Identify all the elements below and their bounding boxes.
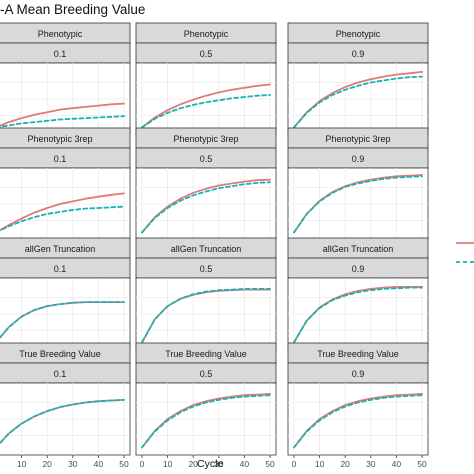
x-tick-label: 0 bbox=[140, 459, 145, 469]
series-solid-line bbox=[0, 102, 125, 127]
strip-row-label: allGen Truncation bbox=[25, 244, 96, 254]
strip-col-label: 0.9 bbox=[352, 369, 365, 379]
series-dashed-line bbox=[0, 301, 125, 340]
x-tick-label: 30 bbox=[366, 459, 376, 469]
chart-title: -A Mean Breeding Value bbox=[0, 2, 146, 17]
x-axis-label: Cycle bbox=[197, 458, 224, 470]
strip-col-label: 0.1 bbox=[54, 49, 67, 59]
x-tick-label: 40 bbox=[240, 459, 250, 469]
x-tick-label: 0 bbox=[292, 459, 297, 469]
x-tick-label: 50 bbox=[265, 459, 275, 469]
series-dashed-line bbox=[0, 399, 125, 445]
strip-row-label: True Breeding Value bbox=[317, 349, 399, 359]
strip-col-label: 0.9 bbox=[352, 264, 365, 274]
strip-row-label: allGen Truncation bbox=[323, 244, 394, 254]
x-tick-label: 50 bbox=[119, 459, 129, 469]
series-dashed-line bbox=[141, 181, 271, 234]
strip-col-label: 0.1 bbox=[54, 369, 67, 379]
series-dashed-line bbox=[141, 94, 271, 129]
strip-col-label: 0.9 bbox=[352, 154, 365, 164]
x-tick-label: 40 bbox=[94, 459, 104, 469]
x-tick-label: 50 bbox=[417, 459, 427, 469]
series-dashed-line bbox=[293, 286, 423, 344]
strip-col-label: 0.5 bbox=[200, 154, 213, 164]
series-solid-line bbox=[141, 83, 271, 129]
x-tick-label: 10 bbox=[315, 459, 325, 469]
series-solid-line bbox=[0, 192, 125, 232]
strip-row-label: Phenotypic 3rep bbox=[173, 134, 238, 144]
strip-row-label: Phenotypic bbox=[336, 29, 381, 39]
strip-row-label: True Breeding Value bbox=[19, 349, 101, 359]
series-dashed-line bbox=[0, 205, 125, 232]
x-tick-label: 40 bbox=[392, 459, 402, 469]
series-solid-line bbox=[141, 178, 271, 234]
series-solid-line bbox=[141, 393, 271, 449]
x-tick-label: 20 bbox=[42, 459, 52, 469]
strip-col-label: 0.9 bbox=[352, 49, 365, 59]
x-tick-label: 20 bbox=[188, 459, 198, 469]
strip-col-label: 0.5 bbox=[200, 49, 213, 59]
series-dashed-line bbox=[293, 175, 423, 234]
strip-col-label: 0.5 bbox=[200, 369, 213, 379]
series-dashed-line bbox=[0, 115, 125, 128]
strip-row-label: True Breeding Value bbox=[165, 349, 247, 359]
strip-row-label: Phenotypic 3rep bbox=[325, 134, 390, 144]
x-tick-label: 30 bbox=[214, 459, 224, 469]
strip-row-label: allGen Truncation bbox=[171, 244, 242, 254]
strip-row-label: Phenotypic 3rep bbox=[27, 134, 92, 144]
x-tick-label: 20 bbox=[340, 459, 350, 469]
series-dashed-line bbox=[141, 288, 271, 344]
strip-col-label: 0.1 bbox=[54, 264, 67, 274]
x-tick-label: 10 bbox=[17, 459, 27, 469]
strip-col-label: 0.1 bbox=[54, 154, 67, 164]
x-tick-label: 30 bbox=[68, 459, 78, 469]
x-tick-label: 10 bbox=[163, 459, 173, 469]
strip-row-label: Phenotypic bbox=[184, 29, 229, 39]
strip-row-label: Phenotypic bbox=[38, 29, 83, 39]
series-dashed-line bbox=[141, 394, 271, 449]
strip-col-label: 0.5 bbox=[200, 264, 213, 274]
series-dashed-line bbox=[293, 75, 423, 129]
series-dashed-line bbox=[293, 394, 423, 449]
series-solid-line bbox=[293, 393, 423, 449]
